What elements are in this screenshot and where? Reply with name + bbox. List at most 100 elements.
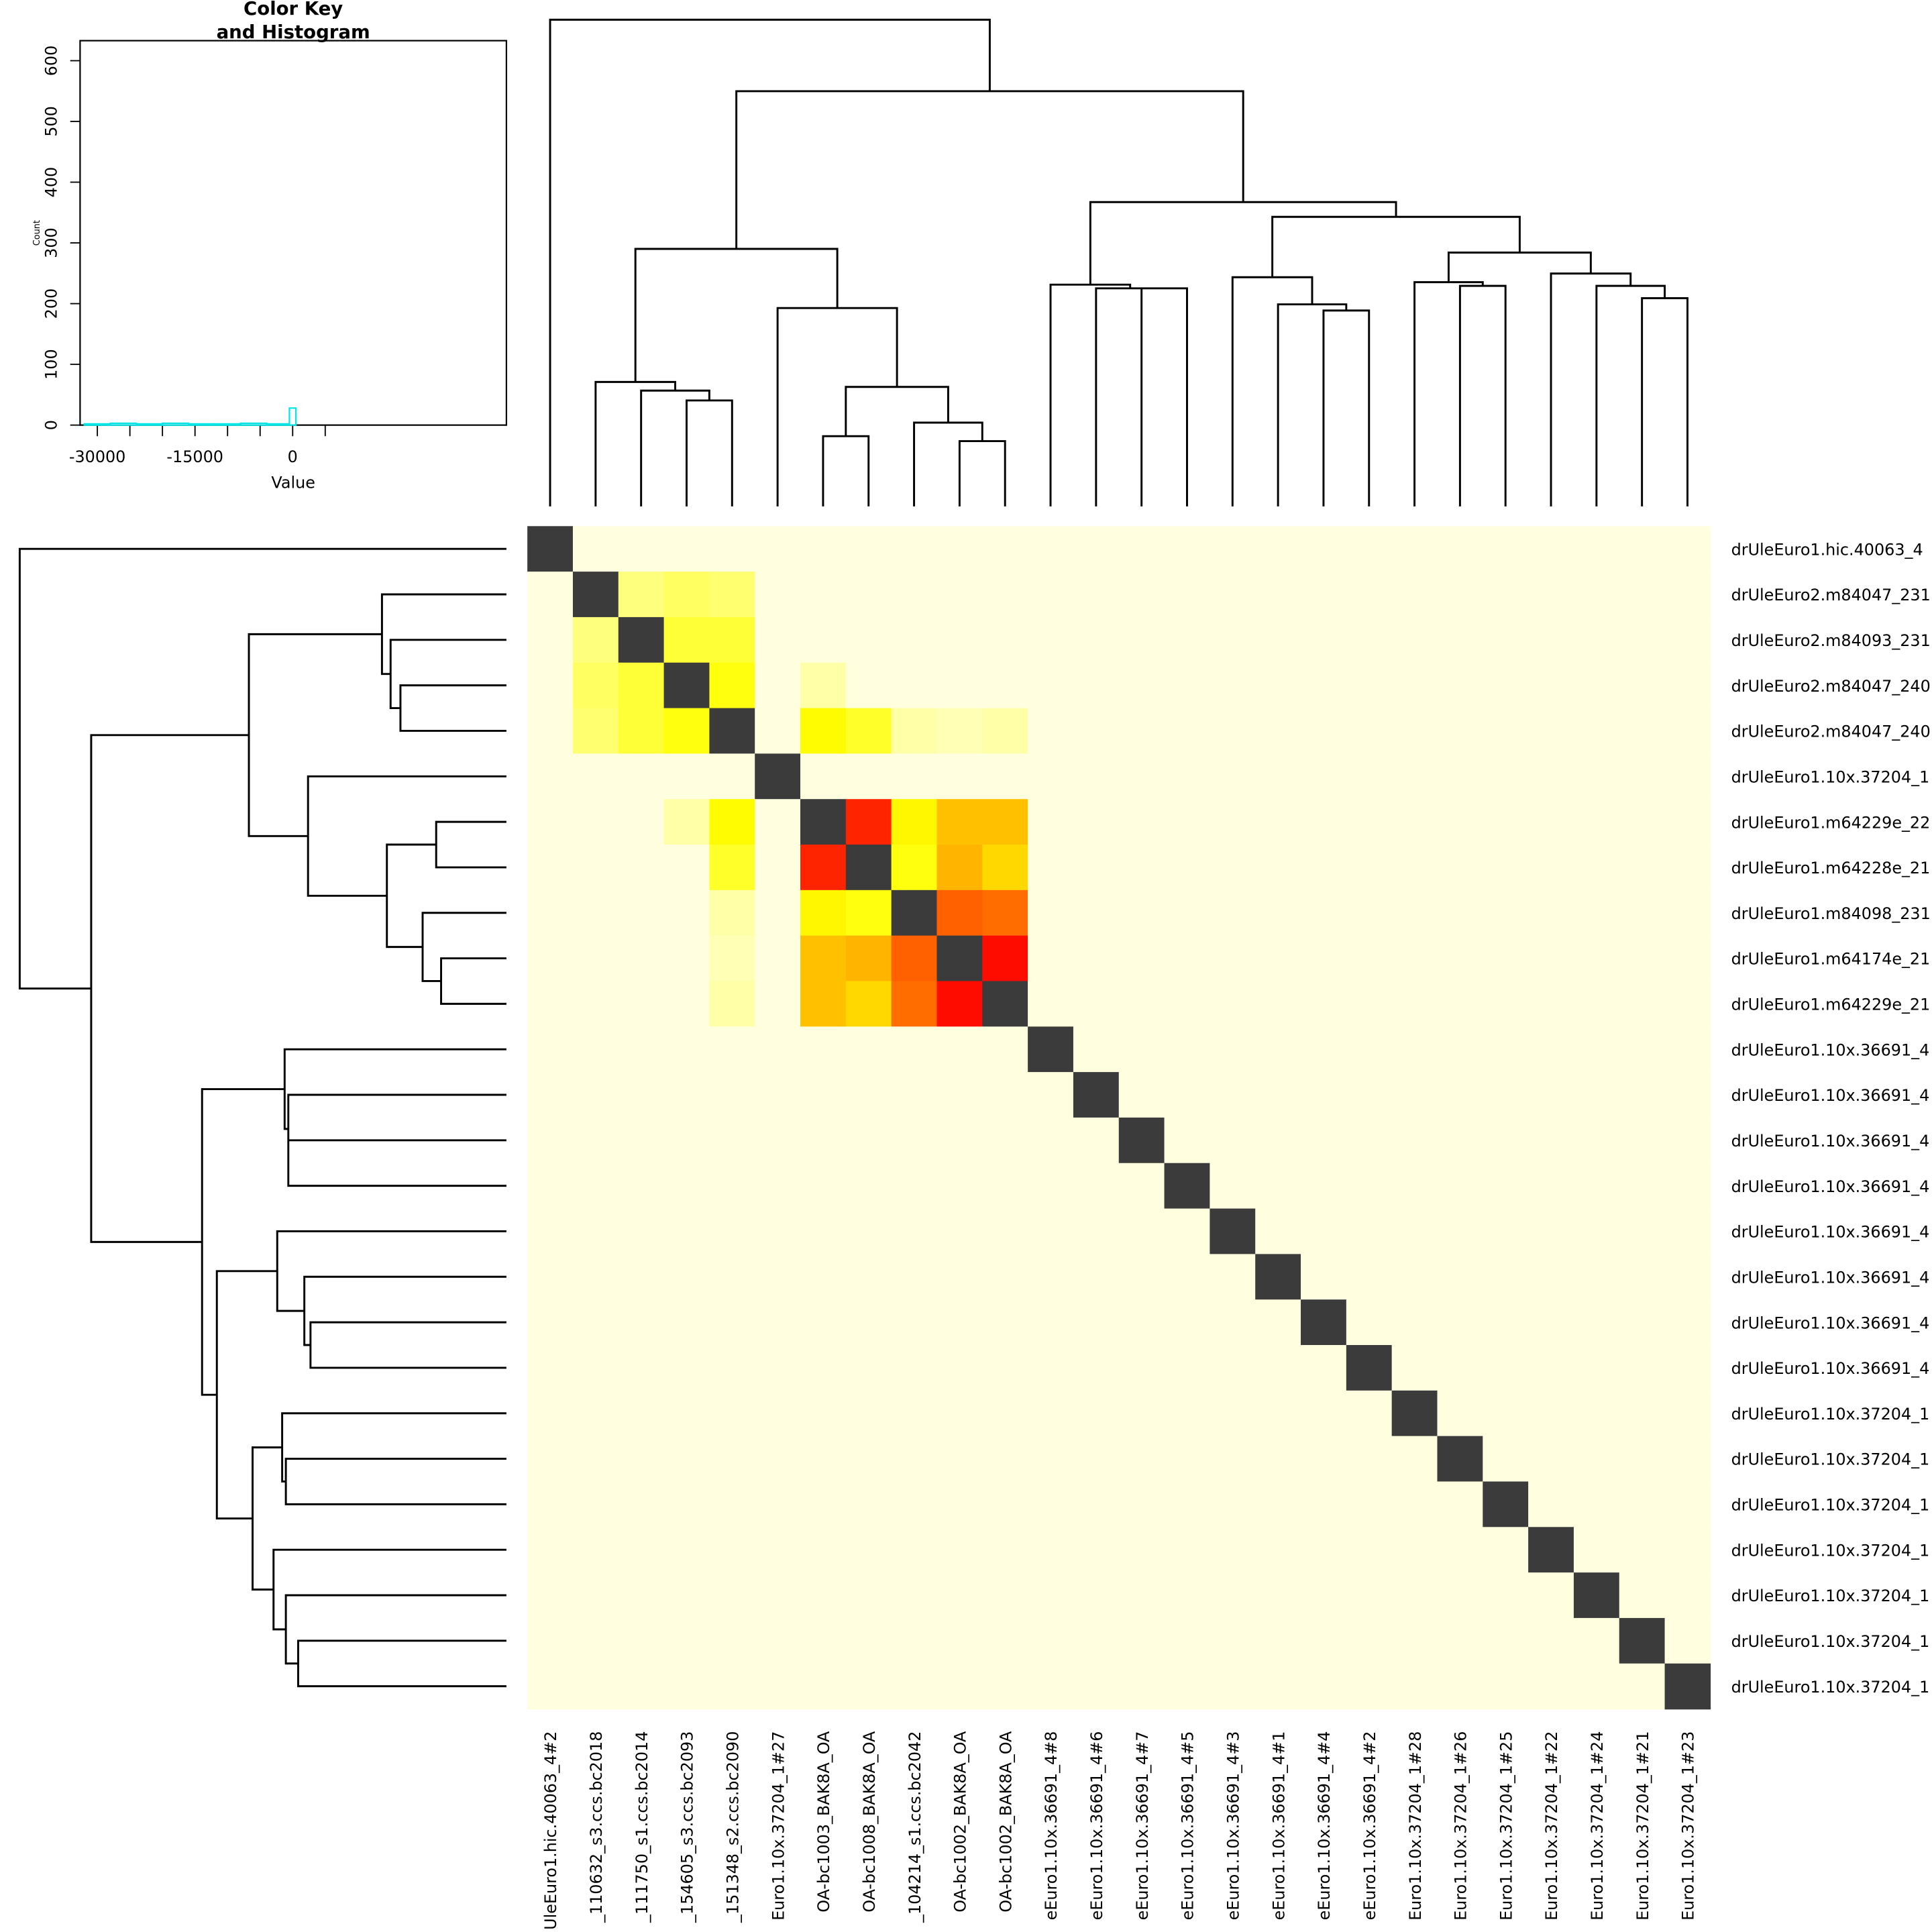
heatmap-cell [1346,1345,1393,1391]
heatmap-cell [1028,572,1074,618]
heatmap-cell [709,753,755,800]
heatmap-cell [618,753,665,800]
heatmap-cell [527,1481,574,1528]
heatmap-cell [663,526,710,572]
histogram-bar [162,422,190,426]
heatmap-cell [1028,1117,1074,1164]
heatmap-cell [663,708,710,755]
heatmap-cell [1573,1617,1620,1664]
heatmap-cell [800,1117,847,1164]
heatmap-cell [663,1163,710,1210]
heatmap-cell [709,1481,755,1528]
heatmap-cell [1164,1481,1211,1528]
heatmap-cell [1437,1208,1484,1255]
heatmap-cell [1528,1208,1574,1255]
heatmap-cell [1028,1345,1074,1391]
heatmap-cell [1346,890,1393,936]
heatmap-cell [1437,1345,1484,1391]
heatmap-cell [1301,572,1347,618]
heatmap-cell [936,1481,983,1528]
heatmap-cell [936,572,983,618]
heatmap-cell [1301,981,1347,1028]
heatmap-cell [709,572,755,618]
heatmap-cell [618,1026,665,1073]
heatmap-cell [663,1299,710,1346]
heatmap-cell [891,981,938,1028]
heatmap-cell [891,1481,938,1528]
heatmap-cell [845,845,892,891]
heatmap-cell [572,708,619,755]
heatmap-cell [845,1254,892,1300]
heatmap-cell [1664,1663,1711,1710]
heatmap-cell [891,799,938,845]
heatmap-cell [755,1572,801,1619]
heatmap-cell [982,1026,1028,1073]
heatmap-cell [1391,1163,1438,1210]
heatmap-cell [663,1617,710,1664]
heatmap-cell [891,1254,938,1300]
heatmap-cell [1664,753,1711,800]
heatmap-cell [663,616,710,663]
heatmap-cell [891,1617,938,1664]
heatmap-cell [1437,981,1484,1028]
heatmap-cell [1301,616,1347,663]
heatmap-cell [1210,1617,1256,1664]
heatmap-cell [1346,799,1393,845]
row-label: drUleEuro2.m84093_231 [1731,631,1931,650]
heatmap-cell [1664,1345,1711,1391]
heatmap-cell [527,799,574,845]
histogram-bar [266,423,290,426]
heatmap-cell [663,890,710,936]
heatmap-cell [1164,1572,1211,1619]
heatmap-cell [891,1163,938,1210]
heatmap-cell [1073,1072,1120,1118]
heatmap-cell [755,890,801,936]
heatmap-cell [936,1572,983,1619]
heatmap-cell [1573,1436,1620,1483]
heatmap-cell [1573,708,1620,755]
heatmap-cell [1301,1390,1347,1437]
histogram-bar [83,423,111,426]
heatmap-cell [1573,799,1620,845]
heatmap-cell [845,890,892,936]
heatmap-cell [1483,662,1529,709]
row-label: drUleEuro1.10x.37204_1 [1731,1405,1930,1424]
heatmap-cell [1664,1299,1711,1346]
column-label: eEuro1.10x.36691_4#3 [1224,1731,1242,1921]
heatmap-cell [1028,616,1074,663]
heatmap-cell [800,981,847,1028]
heatmap-cell [1664,1481,1711,1528]
heatmap-cell [1528,1663,1574,1710]
heatmap-cell [755,1390,801,1437]
row-label: drUleEuro1.m64229e_21 [1731,996,1931,1014]
heatmap-cell [845,616,892,663]
heatmap-cell [845,1299,892,1346]
heatmap-cell [1255,799,1301,845]
column-label: Euro1.10x.37204_1#24 [1588,1731,1607,1921]
column-label: _110632_s3.ccs.bc2018 [587,1731,606,1923]
heatmap-cell [845,1663,892,1710]
heatmap-cell [1391,1345,1438,1391]
heatmap-cell [1573,616,1620,663]
heatmap-cell [1164,1345,1211,1391]
column-label: eEuro1.10x.36691_4#6 [1087,1731,1106,1921]
heatmap-cell [845,935,892,982]
row-label: drUleEuro1.10x.37204_1 [1731,767,1930,786]
heatmap-cell [1391,1481,1438,1528]
heatmap-cell [1164,981,1211,1028]
heatmap-cell [572,1026,619,1073]
heatmap-cell [800,935,847,982]
heatmap-cell [1664,572,1711,618]
heatmap-cell [1210,981,1256,1028]
heatmap-cell [1210,526,1256,572]
heatmap-cell [800,1254,847,1300]
heatmap-cell [1073,708,1120,755]
column-label: UleEuro1.hic.40063_4#2 [541,1731,560,1930]
heatmap-cell [1210,935,1256,982]
column-label: eEuro1.10x.36691_4#8 [1042,1731,1061,1921]
heatmap-cell [1573,1254,1620,1300]
heatmap-cell [1437,890,1484,936]
heatmap-cell [527,1527,574,1573]
heatmap-cell [1619,1208,1666,1255]
